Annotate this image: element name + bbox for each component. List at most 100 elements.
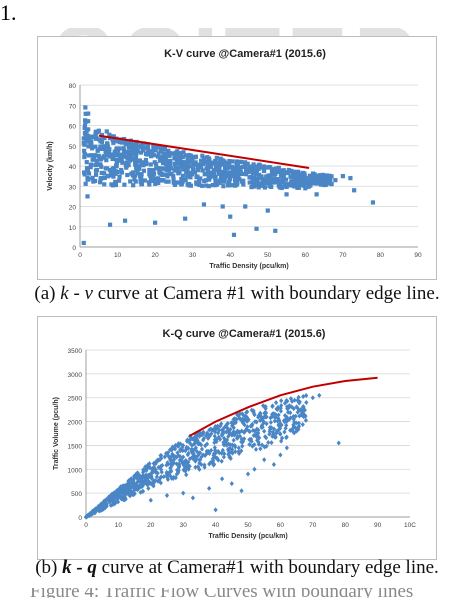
data-point — [111, 140, 116, 145]
data-point — [83, 119, 88, 125]
data-point — [213, 175, 218, 180]
data-point — [168, 461, 174, 467]
x-tick-label: 50 — [264, 252, 272, 259]
data-point — [245, 409, 250, 415]
data-point — [147, 167, 152, 173]
data-point — [146, 485, 151, 491]
data-point — [226, 451, 231, 457]
data-point — [254, 172, 259, 177]
data-point — [82, 154, 87, 160]
data-point — [173, 150, 178, 155]
data-point — [90, 135, 95, 140]
data-point — [111, 166, 117, 171]
data-point — [312, 172, 317, 177]
data-point — [143, 466, 148, 472]
data-point — [150, 468, 155, 474]
data-point — [256, 427, 261, 433]
data-point — [166, 167, 172, 172]
data-point — [204, 166, 209, 171]
data-point — [162, 146, 168, 151]
data-point — [199, 164, 204, 169]
y-tick-label: 10 — [69, 225, 77, 232]
data-point — [114, 489, 119, 495]
data-point — [116, 158, 122, 163]
data-point — [228, 426, 233, 432]
data-point — [172, 156, 177, 161]
data-point — [268, 419, 273, 425]
caption-b-text: curve at Camera#1 with boundary edge lin… — [96, 557, 439, 578]
x-tick-label: 10 — [115, 522, 123, 529]
outlier-point — [96, 153, 101, 158]
data-point — [131, 480, 137, 486]
data-point — [300, 178, 305, 183]
data-point — [93, 163, 98, 168]
x-tick-label: 90 — [414, 252, 422, 259]
data-point — [212, 445, 217, 451]
data-point — [187, 164, 192, 169]
data-point — [113, 169, 118, 174]
data-point — [216, 448, 221, 454]
data-point — [217, 180, 222, 185]
data-point — [270, 431, 276, 437]
data-point — [210, 183, 215, 188]
data-point — [270, 403, 275, 409]
data-point — [97, 137, 102, 142]
data-points — [83, 392, 341, 520]
data-point — [249, 407, 254, 413]
data-point — [197, 450, 202, 456]
data-point — [94, 158, 99, 163]
data-point — [128, 481, 133, 487]
data-point — [86, 111, 91, 116]
data-point — [157, 145, 163, 150]
data-point — [199, 454, 204, 460]
data-point — [143, 161, 148, 167]
x-tick-label: 80 — [342, 522, 350, 529]
data-point — [249, 438, 254, 444]
data-point — [159, 455, 164, 461]
data-point — [185, 161, 190, 166]
data-point — [189, 157, 195, 162]
y-tick-label: 3500 — [68, 348, 83, 355]
data-point — [237, 165, 243, 170]
data-point — [200, 183, 205, 188]
data-point — [82, 170, 87, 175]
outlier-point — [239, 488, 244, 494]
data-point — [163, 155, 169, 161]
x-axis-label: Traffic Density (pcu/km) — [208, 533, 287, 540]
data-point — [217, 427, 222, 433]
data-point — [130, 145, 135, 151]
data-point — [135, 171, 140, 176]
data-point — [193, 464, 198, 470]
data-point — [286, 170, 291, 176]
outlier-point — [254, 226, 259, 231]
y-tick-label: 30 — [69, 184, 77, 191]
data-point — [220, 430, 225, 436]
data-point — [131, 142, 137, 147]
x-tick-label: 30 — [180, 522, 188, 529]
data-point — [126, 145, 131, 150]
data-point — [321, 180, 326, 185]
data-point — [207, 175, 212, 180]
data-point — [99, 132, 105, 138]
data-point — [218, 423, 223, 429]
x-tick-label: 10 — [114, 252, 122, 259]
data-point — [156, 180, 161, 186]
data-point — [93, 132, 98, 137]
data-point — [192, 434, 197, 440]
data-point — [236, 445, 241, 451]
data-point — [301, 394, 306, 400]
data-point — [226, 174, 231, 179]
data-point — [273, 166, 279, 171]
data-point — [192, 441, 197, 447]
outlier-point — [340, 174, 345, 179]
data-point — [112, 494, 117, 500]
y-tick-label: 500 — [71, 491, 82, 498]
data-point — [265, 165, 270, 170]
data-point — [209, 447, 214, 453]
data-point — [218, 178, 223, 183]
data-point — [219, 162, 224, 167]
data-point — [161, 157, 166, 162]
data-point — [239, 448, 244, 454]
data-point — [152, 160, 157, 165]
data-point — [236, 451, 242, 457]
